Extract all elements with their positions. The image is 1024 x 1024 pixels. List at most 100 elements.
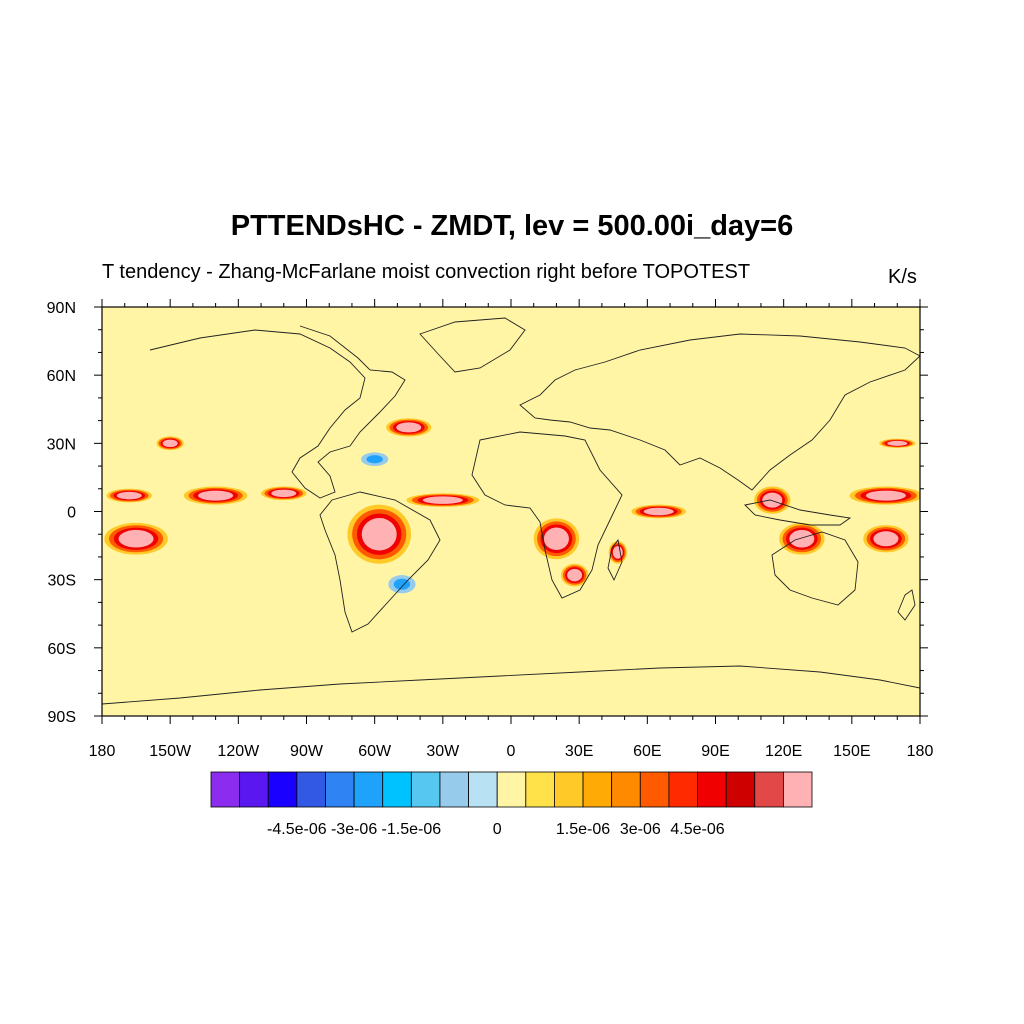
feature-amazon [347, 504, 412, 564]
colorbar-label: 4.5e-06 [670, 821, 724, 838]
feature-north-atlantic-storm [386, 418, 432, 437]
contour-fill [393, 578, 411, 590]
lon-tick-label: 30E [565, 743, 593, 760]
coastline-greenland [419, 317, 526, 373]
colorbar-label: -1.5e-06 [382, 821, 442, 838]
colorbar-swatch [496, 771, 527, 808]
lat-tick-label: 60S [48, 641, 76, 658]
lon-tick-label: 150W [149, 743, 192, 760]
colorbar-swatch [239, 771, 269, 808]
feature-itcz-indian [631, 504, 686, 519]
contour-fill [873, 531, 899, 547]
colorbar-swatch [639, 771, 670, 808]
lon-tick-label: 150E [833, 743, 870, 760]
contour-fill [366, 455, 383, 464]
feature-gulf-stream-cold [361, 452, 389, 467]
lon-tick-label: 90E [701, 743, 729, 760]
colorbar-swatch [697, 771, 727, 808]
contour-fill [762, 492, 783, 508]
colorbar-swatch [525, 771, 555, 808]
feature-south-atlantic-cold [388, 575, 416, 594]
colorbar-swatch [353, 771, 384, 808]
feature-itcz-pacific-east [261, 486, 307, 501]
colorbar-swatch [782, 771, 813, 808]
lon-tick-label: 120W [217, 743, 260, 760]
colorbar-label: 0 [493, 821, 502, 838]
lon-tick-label: 180 [89, 743, 116, 760]
contour-fill [643, 507, 674, 516]
lon-tick-label: 120E [765, 743, 802, 760]
lon-tick-label: 60W [358, 743, 392, 760]
colorbar-swatch [754, 771, 784, 808]
coastline-australia [771, 531, 859, 606]
lon-tick-label: 60E [633, 743, 661, 760]
coastline-madagascar [607, 538, 623, 582]
colorbar-label: -3e-06 [331, 821, 377, 838]
plot-title: PTTENDsHC - ZMDT, lev = 500.00i_day=6 [230, 210, 794, 242]
lat-tick-label: 30N [47, 436, 76, 453]
contour-fill [789, 530, 815, 548]
map-background [102, 307, 920, 716]
lat-tick-label: 60N [47, 368, 76, 385]
units-label: K/s [888, 266, 917, 288]
colorbar-swatch [382, 771, 412, 808]
colorbar-swatch [410, 771, 441, 808]
lon-tick-label: 180 [907, 743, 934, 760]
feature-itcz-atlantic [406, 493, 480, 507]
contour-fill [198, 490, 234, 501]
coastline-north-america [149, 325, 406, 499]
coastline-indonesia [744, 499, 852, 526]
contour-fill [162, 439, 178, 448]
axis-ticks: 180 150W 120W 90W 60W 30W 0 30E 60E 90E 120E 150E 18… [47, 299, 934, 760]
coastlines [102, 317, 920, 705]
contour-fill [271, 489, 297, 498]
colorbar-swatch [267, 771, 298, 808]
plot-subtitle: T tendency - Zhang-McFarlane moist conve… [102, 261, 751, 283]
coastline-new-zealand [897, 589, 916, 621]
feature-spcz-east [104, 522, 168, 555]
lon-tick-label: 30W [426, 743, 460, 760]
coastline-eurasia [519, 333, 920, 491]
contour-fill [865, 490, 906, 501]
colorbar-swatch [468, 771, 498, 808]
colorbar-label: -4.5e-06 [267, 821, 327, 838]
colorbar-label: 3e-06 [620, 821, 661, 838]
contour-fill [567, 568, 583, 582]
contour-fill [361, 517, 397, 551]
feature-hawaii-band [156, 436, 184, 451]
contour-fill [116, 491, 142, 500]
lat-tick-label: 90N [47, 300, 76, 317]
contour-fill [612, 546, 623, 559]
lon-tick-label: 90W [290, 743, 324, 760]
contour-fill [396, 422, 422, 433]
colorbar-swatch [325, 771, 355, 808]
feature-itcz-pacific-central [183, 486, 248, 505]
feature-maritime-continent [754, 486, 791, 514]
feature-itcz-pacific-west [106, 488, 152, 503]
colorbar: -4.5e-06 -3e-06 -1.5e-06 0 1.5e-06 3e-06 4.5e-… [210, 771, 813, 838]
feature-south-africa [560, 563, 589, 587]
colorbar-swatch [554, 771, 584, 808]
lon-tick-label: 0 [507, 743, 516, 760]
coastline-south-america [319, 491, 441, 633]
contour-fill [118, 530, 154, 548]
feature-warm-pool [849, 486, 920, 505]
feature-north-pacific-band [879, 438, 916, 448]
contour-fill [543, 527, 569, 551]
colorbar-label: 1.5e-06 [556, 821, 610, 838]
colorbar-swatch [611, 771, 641, 808]
colorbar-swatch [210, 771, 241, 808]
coastline-africa [471, 431, 623, 599]
colorbar-swatch [296, 771, 326, 808]
lat-tick-label: 30S [48, 573, 76, 590]
feature-spcz-west [863, 525, 909, 553]
feature-indonesia-south [779, 522, 825, 555]
field-layer [104, 418, 920, 594]
coastline-antarctica [102, 665, 920, 705]
colorbar-swatch [439, 771, 469, 808]
contour-fill [887, 440, 908, 446]
colorbar-swatch [668, 771, 698, 808]
contour-fill [422, 496, 463, 504]
colorbar-swatch [582, 771, 613, 808]
